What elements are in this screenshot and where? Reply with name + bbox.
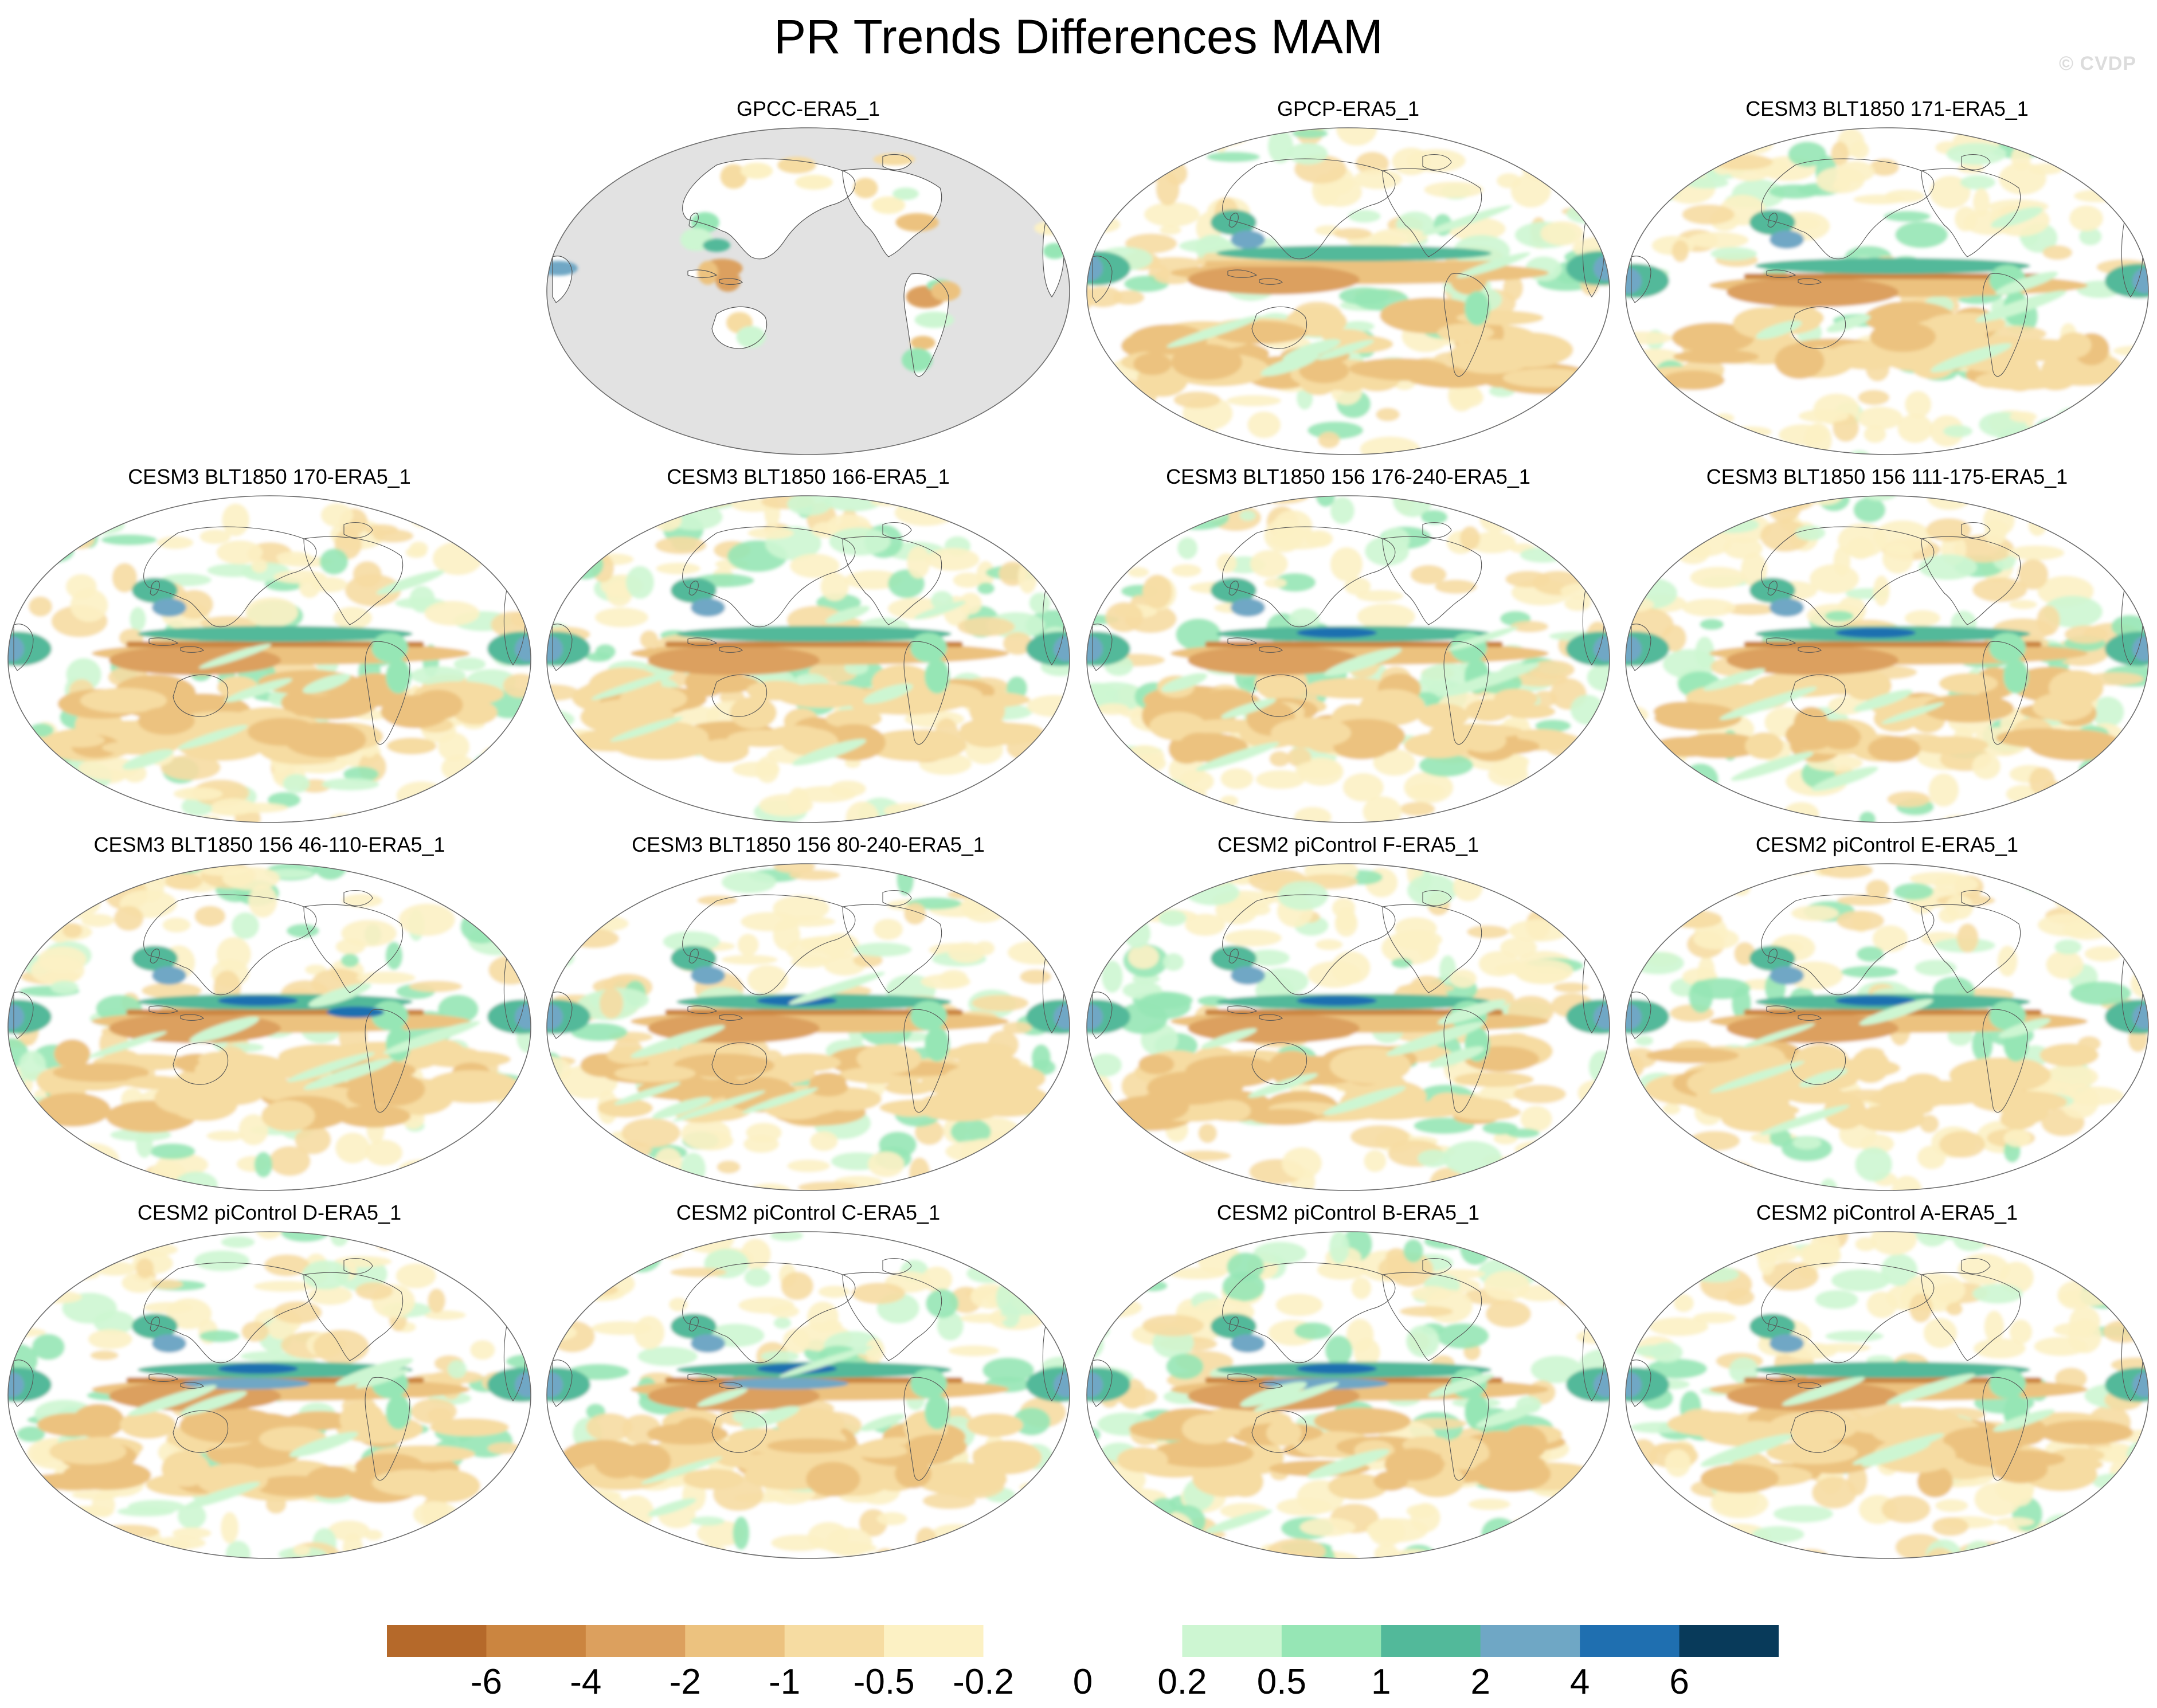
panel-title: CESM3 BLT1850 156 176-240-ERA5_1: [1166, 465, 1530, 488]
colorbar-swatch: [486, 1625, 586, 1657]
colorbar-swatch: [1182, 1625, 1282, 1657]
world-map: [546, 495, 1070, 823]
panel-title: CESM2 piControl D-ERA5_1: [137, 1201, 402, 1224]
panel-title: CESM2 piControl A-ERA5_1: [1756, 1201, 2018, 1224]
map-panel: CESM3 BLT1850 156 80-240-ERA5_1: [539, 832, 1078, 1199]
map-panel: CESM3 BLT1850 156 176-240-ERA5_1: [1079, 464, 1618, 831]
panel-title: CESM2 piControl C-ERA5_1: [676, 1201, 941, 1224]
colorbar-tick-label: -1: [769, 1662, 801, 1702]
panel-title: CESM3 BLT1850 156 80-240-ERA5_1: [632, 833, 985, 856]
world-map: [1625, 863, 2149, 1191]
colorbar-tick-label: 1: [1371, 1662, 1391, 1702]
map-panel: CESM3 BLT1850 156 46-110-ERA5_1: [0, 832, 539, 1199]
map-panel: CESM2 piControl D-ERA5_1: [0, 1200, 539, 1567]
colorbar-swatch: [1083, 1625, 1183, 1657]
map-panel: CESM2 piControl A-ERA5_1: [1618, 1200, 2156, 1567]
world-map: [546, 127, 1070, 455]
colorbar-tick-label: 0: [1072, 1662, 1093, 1702]
world-map: [7, 1231, 531, 1559]
colorbar-tick-label: -4: [570, 1662, 602, 1702]
colorbar-tick-label: -6: [470, 1662, 502, 1702]
colorbar-swatch: [685, 1625, 785, 1657]
colorbar-swatch: [1281, 1625, 1381, 1657]
map-panel: CESM3 BLT1850 156 111-175-ERA5_1: [1618, 464, 2156, 831]
colorbar-tick-label: 4: [1569, 1662, 1590, 1702]
panel-title: CESM2 piControl B-ERA5_1: [1216, 1201, 1480, 1224]
colorbar-swatch: [784, 1625, 884, 1657]
colorbar-tick-label: 6: [1669, 1662, 1689, 1702]
map-panel: CESM2 piControl E-ERA5_1: [1618, 832, 2156, 1199]
colorbar-swatch: [983, 1625, 1083, 1657]
colorbar-swatch: [1381, 1625, 1481, 1657]
world-map: [1625, 127, 2149, 455]
world-map: [1625, 495, 2149, 823]
map-panel: CESM3 BLT1850 171-ERA5_1: [1618, 96, 2156, 463]
panel-title: GPCC-ERA5_1: [736, 97, 880, 120]
colorbar-tick-label: -2: [669, 1662, 701, 1702]
panel-title: CESM3 BLT1850 171-ERA5_1: [1745, 97, 2029, 120]
map-panel: CESM3 BLT1850 166-ERA5_1: [539, 464, 1078, 831]
colorbar-swatch: [387, 1625, 487, 1657]
panel-title: CESM3 BLT1850 156 111-175-ERA5_1: [1706, 465, 2068, 488]
colorbar-tick-label: 0.5: [1256, 1662, 1306, 1702]
world-map: [1086, 1231, 1610, 1559]
colorbar-swatch: [1480, 1625, 1580, 1657]
world-map: [1086, 495, 1610, 823]
panel-title: CESM2 piControl E-ERA5_1: [1755, 833, 2019, 856]
cvdp-watermark: © CVDP: [2059, 53, 2136, 75]
world-map: [1086, 863, 1610, 1191]
colorbar-swatch: [884, 1625, 984, 1657]
colorbar-swatch: [585, 1625, 686, 1657]
colorbar-swatch: [1679, 1625, 1779, 1657]
colorbar-tick-label: 0.2: [1157, 1662, 1207, 1702]
world-map: [1086, 127, 1610, 455]
map-panel: CESM2 piControl F-ERA5_1: [1079, 832, 1618, 1199]
panel-title: CESM2 piControl F-ERA5_1: [1217, 833, 1479, 856]
world-map: [1625, 1231, 2149, 1559]
colorbar: [387, 1625, 1779, 1657]
map-panel: CESM2 piControl B-ERA5_1: [1079, 1200, 1618, 1567]
map-panel: GPCC-ERA5_1: [539, 96, 1078, 463]
colorbar-tick-label: 2: [1470, 1662, 1490, 1702]
map-panel: GPCP-ERA5_1: [1079, 96, 1618, 463]
world-map: [546, 863, 1070, 1191]
panel-title: CESM3 BLT1850 156 46-110-ERA5_1: [93, 833, 445, 856]
panel-title: GPCP-ERA5_1: [1277, 97, 1420, 120]
world-map: [546, 1231, 1070, 1559]
map-panel: CESM2 piControl C-ERA5_1: [539, 1200, 1078, 1567]
panel-title: CESM3 BLT1850 170-ERA5_1: [128, 465, 411, 488]
world-map: [7, 863, 531, 1191]
colorbar-tick-label: -0.2: [953, 1662, 1014, 1702]
colorbar-tick-label: -0.5: [853, 1662, 915, 1702]
colorbar-swatch: [1580, 1625, 1680, 1657]
world-map: [7, 495, 531, 823]
figure-title: PR Trends Differences MAM: [774, 10, 1383, 64]
map-panel: CESM3 BLT1850 170-ERA5_1: [0, 464, 539, 831]
panel-title: CESM3 BLT1850 166-ERA5_1: [667, 465, 950, 488]
